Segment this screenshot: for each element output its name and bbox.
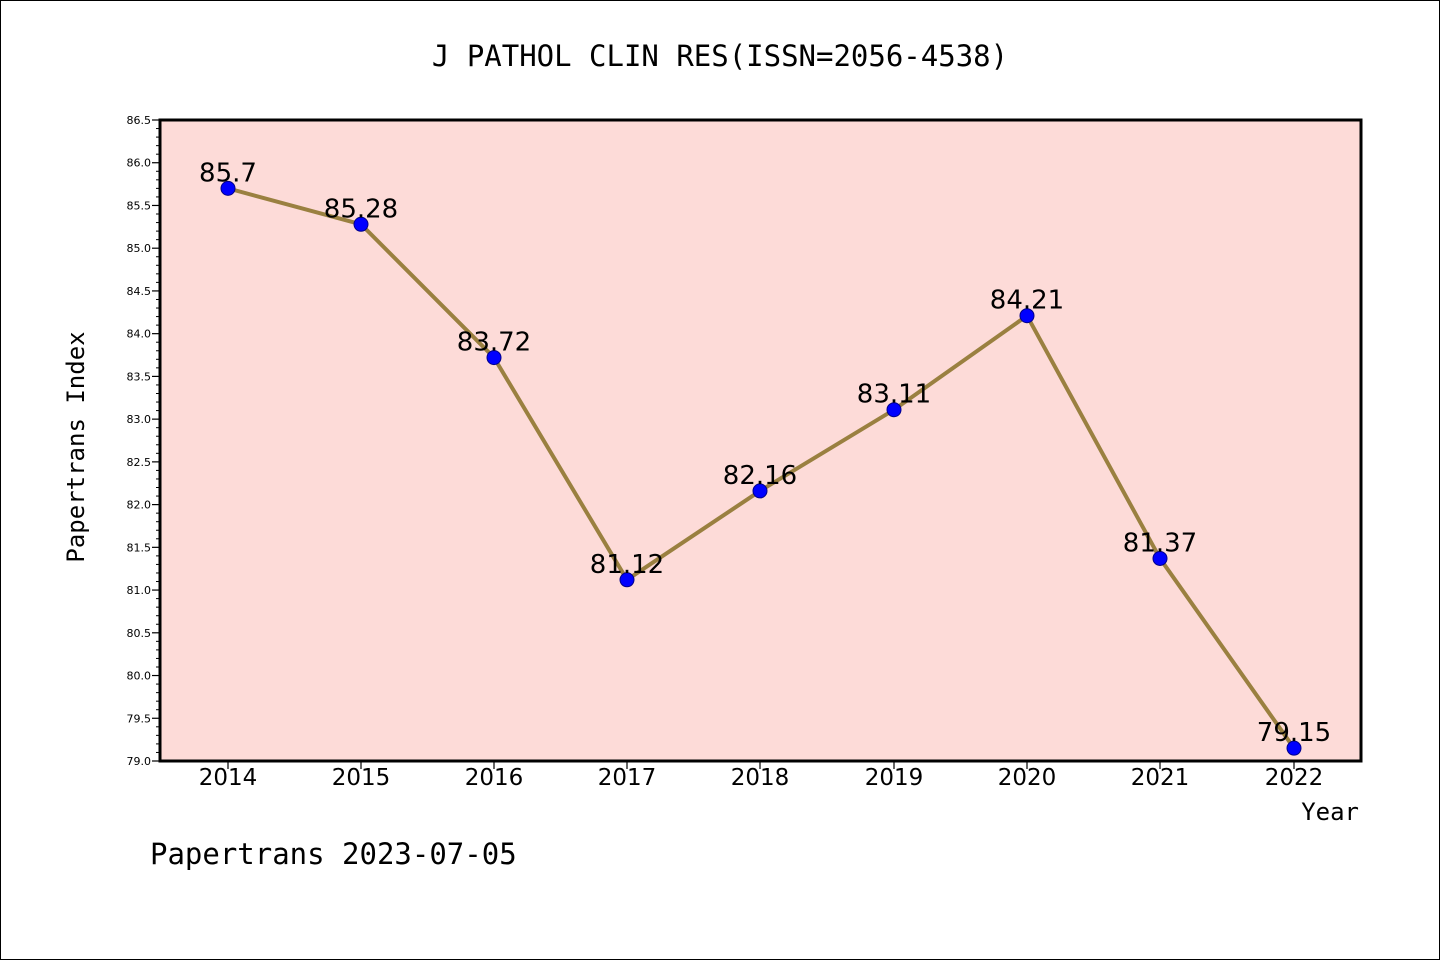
data-label: 83.11 (857, 380, 931, 410)
data-point (220, 180, 236, 196)
data-point (1152, 550, 1168, 566)
data-label: 85.28 (324, 194, 398, 224)
data-point (353, 216, 369, 232)
y-tick-label: 81.5 (127, 541, 152, 554)
y-tick-label: 81.0 (127, 584, 152, 597)
x-axis-label: Year (1301, 798, 1359, 826)
y-tick-label: 85.0 (127, 242, 152, 255)
x-tick-label: 2014 (199, 765, 258, 791)
y-tick-label: 85.5 (127, 199, 152, 212)
y-tick-label: 84.0 (127, 328, 152, 341)
x-axis-ticks: 2014 2015 2016 2017 2018 2019 2020 2021 2022 (199, 761, 1324, 791)
y-tick-label: 82.5 (127, 456, 152, 469)
x-tick-label: 2020 (998, 765, 1057, 791)
x-tick-label: 2017 (598, 765, 657, 791)
data-label: 81.12 (590, 550, 664, 580)
y-axis-ticks: 79.0 79.5 80.0 80.5 81.0 81.5 82.0 82.5 83.0 83.5… (127, 114, 160, 768)
y-tick-label: 79.5 (127, 712, 152, 725)
y-tick-label: 84.5 (127, 285, 152, 298)
y-tick-label: 82.0 (127, 499, 152, 512)
x-tick-label: 2018 (731, 765, 790, 791)
data-point (619, 572, 635, 588)
data-label: 81.37 (1123, 528, 1197, 558)
data-point (1019, 308, 1035, 324)
y-tick-label: 80.0 (127, 670, 152, 683)
data-label: 83.72 (457, 328, 531, 358)
data-label: 82.16 (723, 461, 797, 491)
data-labels: 85.7 85.28 83.72 81.12 82.16 83.11 84.21 81.37 7… (199, 158, 1331, 748)
data-label: 84.21 (990, 286, 1064, 316)
y-tick-label: 83.5 (127, 370, 152, 383)
y-tick-label: 80.5 (127, 627, 152, 640)
data-label: 79.15 (1257, 718, 1331, 748)
watermark-text: Papertrans 2023-07-05 (150, 837, 517, 871)
y-tick-label: 83.0 (127, 413, 152, 426)
data-points (220, 180, 1302, 756)
data-point (486, 350, 502, 366)
data-point (1286, 740, 1302, 756)
x-tick-label: 2021 (1131, 765, 1190, 791)
x-tick-label: 2019 (865, 765, 924, 791)
y-tick-label: 86.0 (127, 157, 152, 170)
x-tick-label: 2015 (332, 765, 391, 791)
y-tick-label: 86.5 (127, 114, 152, 127)
y-tick-label: 79.0 (127, 755, 152, 768)
chart-title: J PATHOL CLIN RES(ISSN=2056-4538) (432, 39, 1008, 73)
data-point (886, 402, 902, 418)
x-tick-label: 2016 (465, 765, 524, 791)
data-point (752, 483, 768, 499)
x-tick-label: 2022 (1265, 765, 1324, 791)
y-axis-label: Papertrans Index (62, 331, 90, 562)
data-label: 85.7 (199, 158, 257, 188)
